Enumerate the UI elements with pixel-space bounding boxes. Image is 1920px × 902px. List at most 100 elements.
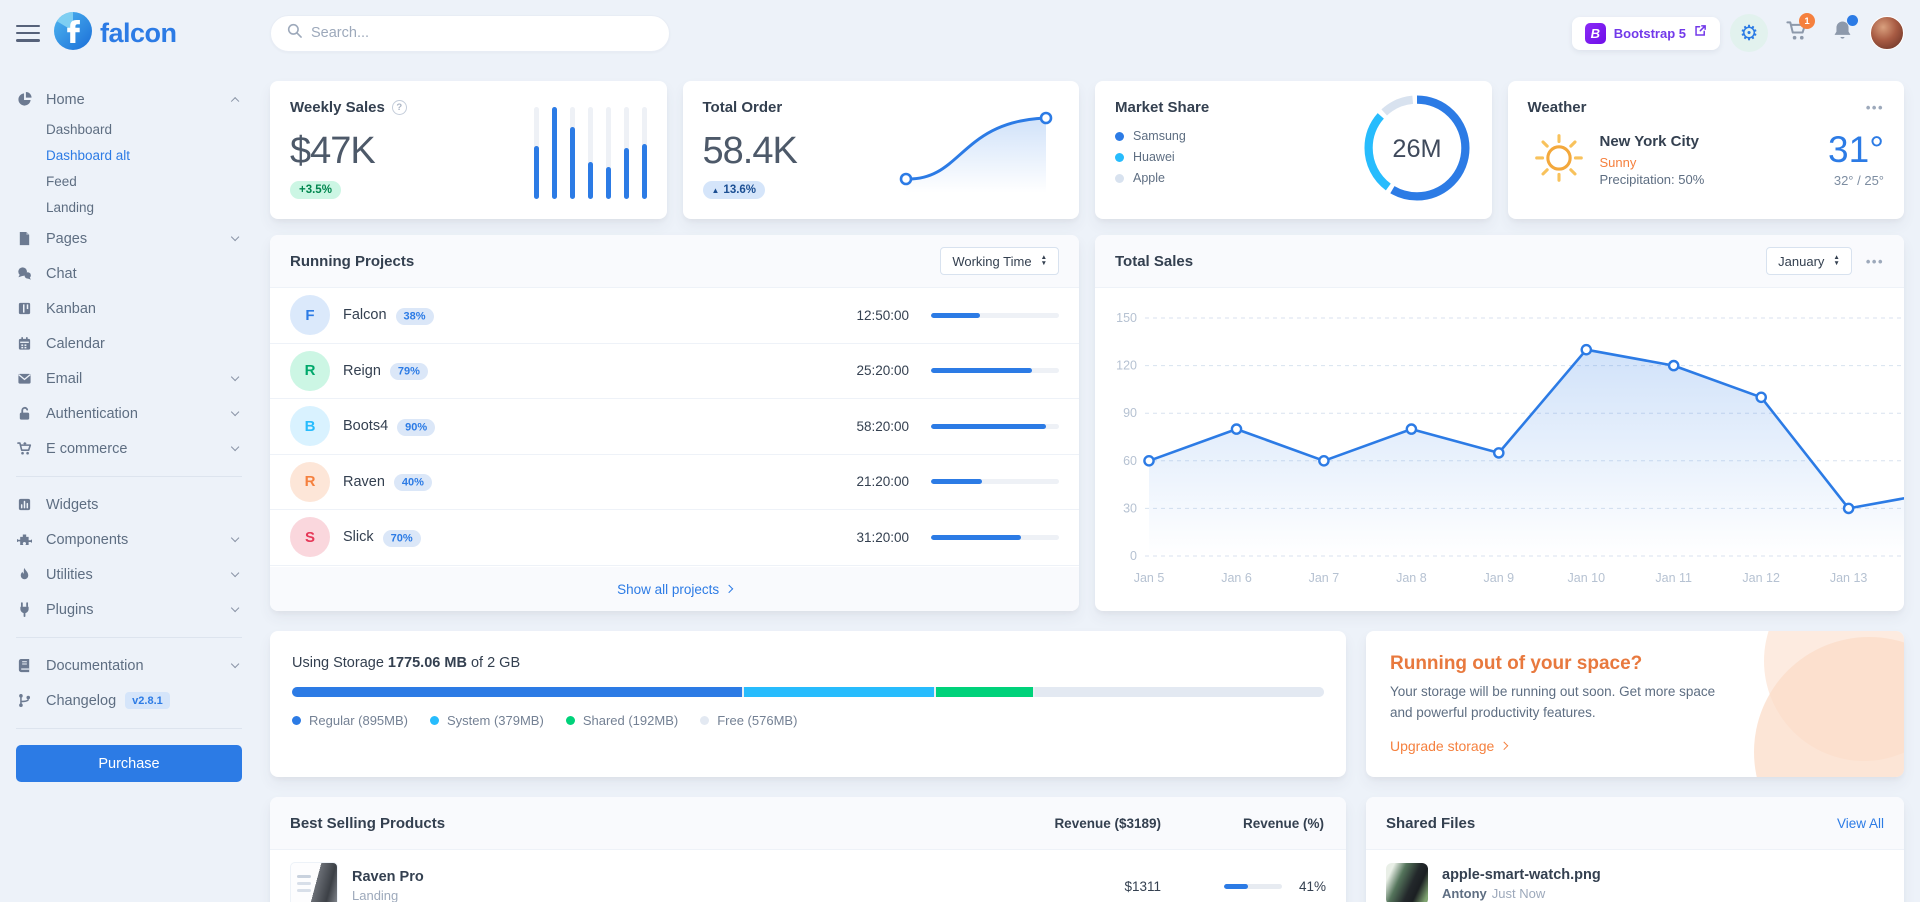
sidebar-item-label: Plugins [46, 601, 94, 618]
view-all-link[interactable]: View All [1836, 815, 1884, 831]
file-icon [16, 230, 33, 247]
svg-text:Jan 13: Jan 13 [1830, 571, 1868, 585]
bell-icon [1831, 19, 1854, 47]
gear-icon: ⚙ [1739, 21, 1759, 45]
total-order-title: Total Order [702, 99, 783, 116]
project-name-link[interactable]: Falcon [343, 307, 387, 324]
external-link-icon [1694, 24, 1707, 42]
sidebar-item-e-commerce[interactable]: E commerce [16, 431, 242, 466]
sidebar-item-dashboard[interactable]: Dashboard [46, 122, 113, 137]
sidebar-item-plugins[interactable]: Plugins [16, 592, 242, 627]
sidebar: falcon Home Dashboard Dashboard alt Feed Lan… [0, 0, 258, 902]
select-arrows-icon: ▲ ▼ [1040, 253, 1047, 267]
project-progress-bar [931, 479, 1059, 485]
legend-label: Regular (895MB) [309, 713, 408, 728]
product-category-link[interactable]: Landing [352, 888, 399, 902]
version-badge: v2.8.1 [125, 692, 170, 709]
total-sales-chart: 0 30 60 90 120 150 Jan 5 Jan 6 Jan 7 Jan 8 Jan 9 J… [1095, 288, 1904, 597]
bar-track [533, 107, 539, 199]
falcon-logo[interactable]: falcon [54, 11, 177, 55]
cart-button[interactable]: 1 [1778, 13, 1815, 51]
working-time-select[interactable]: Working Time ▲ ▼ [940, 247, 1059, 275]
product-row: Raven Pro Landing $1311 41% [270, 850, 1346, 902]
total-sales-menu-icon[interactable]: ••• [1865, 253, 1884, 269]
search-input[interactable] [311, 25, 653, 41]
sidebar-item-home[interactable]: Home [16, 82, 242, 117]
sidebar-item-documentation[interactable]: Documentation [16, 648, 242, 683]
bar [569, 127, 575, 199]
storage-legend-item: Regular (895MB) [292, 713, 408, 728]
bar-track [605, 107, 611, 199]
project-time: 31:20:00 [856, 529, 909, 545]
sidebar-item-label: Authentication [46, 405, 138, 422]
sidebar-item-email[interactable]: Email [16, 361, 242, 396]
svg-text:30: 30 [1123, 501, 1137, 515]
project-progress-bar [931, 312, 1059, 318]
svg-text:Jan 8: Jan 8 [1396, 571, 1427, 585]
total-order-value: 58.4K [702, 130, 798, 172]
upgrade-storage-link[interactable]: Upgrade storage [1390, 738, 1509, 754]
space-promo-card: Running out of your space? Your storage … [1366, 631, 1904, 777]
bootstrap5-link[interactable]: B Bootstrap 5 [1571, 16, 1720, 50]
legend-label: Shared (192MB) [582, 713, 679, 728]
promo-body: Your storage will be running out soon. G… [1390, 684, 1716, 720]
project-name-link[interactable]: Boots4 [343, 418, 389, 435]
sidebar-item-chat[interactable]: Chat [16, 256, 242, 291]
sidebar-item-dashboard-alt[interactable]: Dashboard alt [46, 148, 131, 163]
search-box[interactable] [270, 14, 670, 52]
weather-menu-icon[interactable]: ••• [1865, 100, 1884, 115]
sidebar-item-label: Calendar [46, 335, 105, 352]
legend-dot [1115, 173, 1124, 183]
settings-button[interactable]: ⚙ [1730, 14, 1768, 52]
project-row: S Slick 70% 31:20:00 [270, 510, 1079, 566]
project-name-link[interactable]: Slick [343, 529, 374, 546]
sidebar-item-authentication[interactable]: Authentication [16, 396, 242, 431]
svg-text:120: 120 [1116, 359, 1137, 373]
shared-files-title: Shared Files [1386, 814, 1476, 832]
project-progress-fill [931, 368, 1033, 374]
project-name-link[interactable]: Reign [343, 362, 381, 379]
bar [623, 148, 629, 199]
chevron-down-icon [230, 442, 240, 452]
legend-label: Apple [1133, 171, 1165, 185]
sidebar-toggle-icon[interactable] [16, 24, 40, 42]
sidebar-item-changelog[interactable]: Changelog v2.8.1 [16, 683, 242, 718]
month-select[interactable]: January ▲ ▼ [1766, 247, 1852, 275]
chevron-down-icon [230, 659, 240, 669]
sidebar-item-utilities[interactable]: Utilities [16, 557, 242, 592]
show-all-projects-link[interactable]: Show all projects [617, 582, 734, 597]
weather-title: Weather [1527, 99, 1587, 116]
brand-text: falcon [100, 17, 177, 48]
sidebar-item-label: Home [46, 91, 85, 108]
sidebar-item-feed[interactable]: Feed [46, 174, 77, 189]
project-progress-badge: 38% [395, 307, 434, 325]
notifications-button[interactable] [1824, 15, 1860, 51]
product-percent-fill [1224, 883, 1248, 889]
svg-text:0: 0 [1130, 549, 1137, 563]
revenue-column-header: Revenue ($3189) [1054, 815, 1161, 831]
storage-segment-free [1034, 687, 1324, 697]
project-time: 12:50:00 [856, 307, 909, 323]
main-content: Weekly Sales ? $47K +3.5% Total Order 58… [258, 0, 1920, 902]
sidebar-item-components[interactable]: Components [16, 522, 242, 557]
code-branch-icon [16, 692, 33, 709]
purchase-button[interactable]: Purchase [16, 745, 242, 782]
chevron-down-icon [230, 372, 240, 382]
sidebar-item-pages[interactable]: Pages [16, 221, 242, 256]
product-name-link[interactable]: Raven Pro [352, 869, 424, 885]
user-avatar[interactable] [1870, 16, 1904, 50]
help-icon[interactable]: ? [391, 100, 407, 115]
sidebar-item-label: Documentation [46, 657, 144, 674]
sidebar-item-calendar[interactable]: Calendar [16, 326, 242, 361]
chevron-down-icon [230, 232, 240, 242]
sidebar-item-widgets[interactable]: Widgets [16, 487, 242, 522]
project-name-link[interactable]: Raven [343, 473, 385, 490]
legend-label: Huawei [1133, 150, 1175, 164]
total-sales-title: Total Sales [1115, 252, 1194, 270]
sidebar-item-landing[interactable]: Landing [46, 200, 95, 215]
svg-text:Jan 6: Jan 6 [1221, 571, 1252, 585]
project-progress-badge: 40% [393, 474, 432, 492]
sidebar-item-kanban[interactable]: Kanban [16, 291, 242, 326]
legend-label: Samsung [1133, 129, 1186, 143]
file-name-link[interactable]: apple-smart-watch.png [1442, 867, 1601, 883]
